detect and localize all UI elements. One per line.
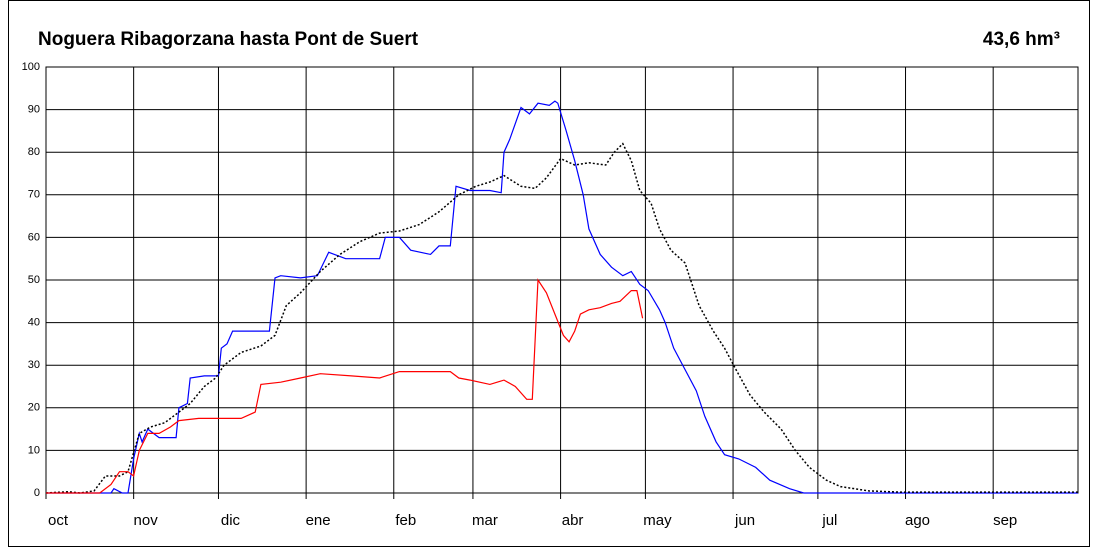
x-tick-label: sep <box>993 512 1017 529</box>
y-tick-label: 90 <box>28 104 40 116</box>
chart-title: Noguera Ribagorzana hasta Pont de Suert <box>38 29 419 50</box>
y-tick-label: 70 <box>28 189 40 201</box>
y-tick-label: 10 <box>28 444 40 456</box>
y-tick-label: 50 <box>28 274 40 286</box>
x-tick-label: nov <box>134 512 159 529</box>
y-tick-label: 60 <box>28 231 40 243</box>
x-tick-label: oct <box>48 512 69 529</box>
series-line <box>45 142 1078 494</box>
x-tick-label: abr <box>562 512 584 529</box>
x-tick-label: dic <box>221 512 241 529</box>
y-tick-label: 0 <box>34 487 40 499</box>
x-tick-label: jun <box>734 512 755 529</box>
x-tick-label: ene <box>306 512 331 529</box>
x-tick-label: jul <box>821 512 837 529</box>
x-tick-label: feb <box>395 512 416 529</box>
y-tick-label: 30 <box>28 359 40 371</box>
series-line <box>46 278 644 494</box>
series-line <box>46 100 1078 494</box>
y-tick-label: 100 <box>22 61 40 73</box>
y-tick-label: 20 <box>28 402 40 414</box>
y-tick-label: 40 <box>28 317 40 329</box>
x-tick-label: may <box>643 512 672 529</box>
y-tick-label: 80 <box>28 146 40 158</box>
x-tick-label: mar <box>472 512 498 529</box>
volume: 43,6 hm³ <box>983 29 1060 50</box>
x-tick-label: ago <box>905 512 930 529</box>
